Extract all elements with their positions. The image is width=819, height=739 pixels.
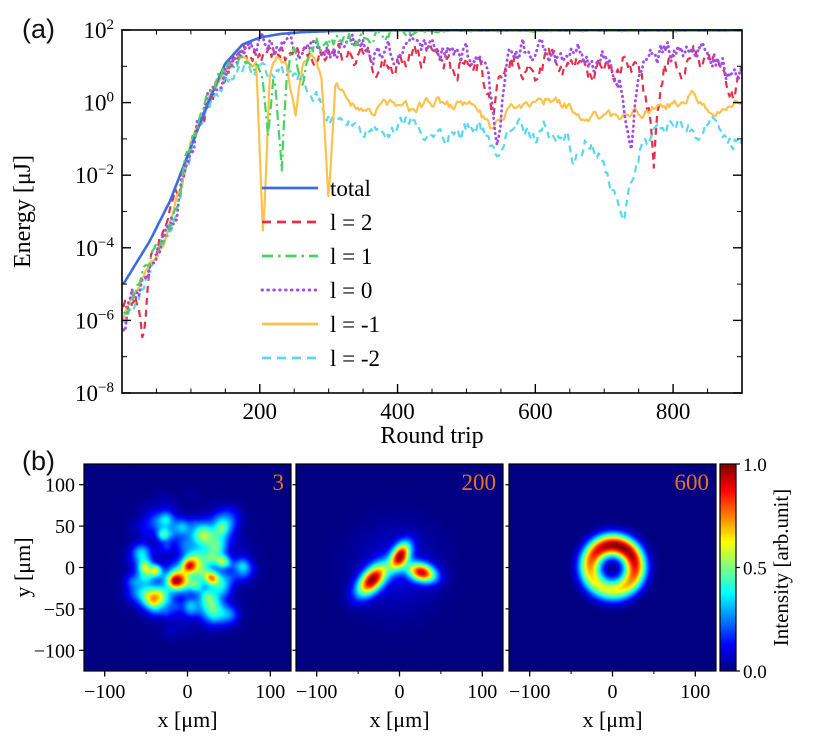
energy-chart: 200 400 600 800 10−8 10−6 10−4 10−2 100 102 Round … [10, 17, 744, 449]
svg-text:10−8: 10−8 [75, 380, 114, 406]
svg-text:−100: −100 [34, 640, 75, 662]
svg-text:−100: −100 [509, 681, 550, 703]
series-l-1 [122, 53, 743, 321]
legend-label: l = -2 [330, 346, 380, 371]
profile-x-axis-label: x [μm] [157, 707, 217, 732]
svg-text:100: 100 [45, 475, 75, 497]
series-l-2 [122, 62, 743, 324]
svg-text:50: 50 [55, 516, 75, 538]
svg-text:0: 0 [183, 681, 193, 703]
svg-text:0: 0 [395, 681, 405, 703]
svg-text:−50: −50 [44, 599, 75, 621]
svg-text:100: 100 [680, 681, 710, 703]
svg-text:100: 100 [255, 681, 285, 703]
panel-b-label: (b) [22, 446, 55, 476]
legend: total l = 2 l = 1 l = 0 l = -1 l = -2 [260, 176, 380, 371]
colorbar-label: Intensity [arb.unit] [769, 489, 793, 646]
profile-y-axis-label: y [μm] [10, 537, 35, 597]
x-axis-label: Round trip [380, 423, 483, 449]
legend-label: l = 0 [330, 278, 372, 303]
svg-text:10−6: 10−6 [75, 307, 114, 333]
profile-x-axis-label: x [μm] [582, 707, 642, 732]
series-l1 [123, 29, 742, 315]
svg-text:−100: −100 [296, 681, 337, 703]
series-total [122, 29, 742, 285]
svg-text:102: 102 [84, 17, 115, 43]
series-l0 [122, 29, 744, 333]
legend-label: total [330, 176, 371, 201]
svg-text:0: 0 [608, 681, 618, 703]
legend-label: l = 2 [330, 210, 372, 235]
svg-text:600: 600 [518, 399, 553, 424]
mode-profile-roundtrip-200-heatmap [296, 464, 503, 671]
colorbar-tick-label: 0.5 [743, 559, 767, 580]
svg-text:−100: −100 [84, 681, 125, 703]
legend-label: l = 1 [330, 244, 372, 269]
svg-text:0: 0 [65, 558, 75, 580]
svg-text:800: 800 [656, 399, 691, 424]
svg-text:400: 400 [380, 399, 415, 424]
y-axis-label: Energy [μJ] [10, 155, 36, 268]
legend-label: l = -1 [330, 312, 380, 337]
svg-text:10−2: 10−2 [75, 162, 114, 188]
svg-text:10−4: 10−4 [75, 235, 114, 261]
svg-text:200: 200 [243, 399, 278, 424]
svg-text:100: 100 [467, 681, 497, 703]
svg-text:100: 100 [84, 90, 115, 116]
mode-profile-roundtrip-600-heatmap [509, 464, 716, 671]
series-l2 [122, 42, 743, 339]
intensity-colorbar [720, 464, 736, 671]
profile-x-axis-label: x [μm] [369, 707, 429, 732]
colorbar-tick-label: 0.0 [743, 662, 767, 683]
mode-profile-roundtrip-3-heatmap [84, 464, 291, 671]
panel-a-label: (a) [22, 14, 55, 44]
colorbar-tick-label: 1.0 [743, 455, 767, 476]
